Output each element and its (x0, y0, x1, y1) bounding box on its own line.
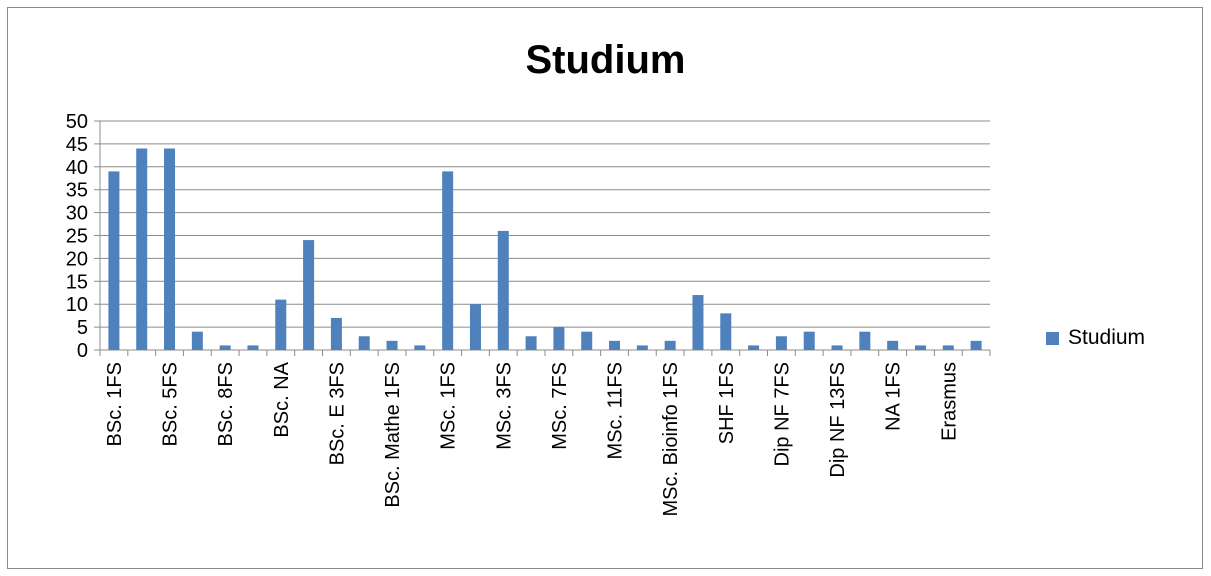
y-tick-label: 25 (66, 226, 88, 248)
bar (386, 340, 398, 350)
x-tick-label: MSc. 3FS (493, 362, 515, 450)
y-tick-label: 5 (77, 317, 88, 339)
bar (609, 340, 621, 350)
x-tick-label: BSc. 5FS (160, 362, 182, 446)
x-tick-label: BSc. NA (271, 361, 293, 437)
bar (970, 340, 982, 350)
x-tick-label: NA 1FS (883, 362, 905, 431)
x-tick-label: MSc. 1FS (438, 362, 460, 450)
bar (108, 171, 120, 350)
bar (136, 148, 148, 350)
y-tick-label: 30 (66, 203, 88, 225)
y-tick-label: 45 (66, 134, 88, 156)
bar (358, 336, 370, 350)
bar (525, 336, 537, 350)
bar (859, 331, 871, 350)
bar (330, 317, 342, 350)
x-tick-label: BSc. 1FS (104, 362, 126, 446)
x-tick-label: BSc. 8FS (215, 362, 237, 446)
y-tick-label: 50 (66, 111, 88, 133)
y-tick-label: 40 (66, 157, 88, 179)
bar (664, 340, 676, 350)
bar (442, 171, 454, 350)
y-tick-label: 0 (77, 340, 88, 362)
x-tick-label: Dip NF 7FS (771, 362, 793, 466)
chart-title: Studium (525, 38, 686, 82)
x-tick-label: Dip NF 13FS (827, 362, 849, 478)
legend-label: Studium (1068, 326, 1146, 349)
y-tick-label: 35 (66, 180, 88, 202)
x-tick-label: MSc. Bioinfo 1FS (660, 362, 682, 517)
chart-frame (7, 7, 1203, 569)
bar (275, 299, 287, 350)
bar (831, 345, 843, 350)
bar (303, 240, 315, 350)
y-tick-label: 15 (66, 271, 88, 293)
bar (720, 313, 732, 350)
x-tick-label: BSc. E 3FS (326, 362, 348, 465)
bar (914, 345, 926, 350)
x-tick-label: SHF 1FS (716, 362, 738, 444)
bar (775, 336, 787, 350)
bar (636, 345, 648, 350)
bar (581, 331, 593, 350)
bar (191, 331, 203, 350)
legend-swatch (1046, 331, 1059, 345)
y-tick-label: 20 (66, 248, 88, 270)
x-tick-label: MSc. 7FS (549, 362, 571, 450)
x-tick-label: MSc. 11FS (605, 362, 627, 459)
bar (469, 304, 481, 350)
bar (748, 345, 760, 350)
bar (497, 230, 509, 350)
x-tick-label: BSc. Mathe 1FS (382, 362, 404, 508)
bar (803, 331, 815, 350)
bar (219, 345, 231, 350)
bar (553, 327, 565, 350)
bar (692, 295, 704, 350)
bar (942, 345, 954, 350)
bar (247, 345, 259, 350)
legend: Studium (1046, 326, 1145, 350)
y-tick-label: 10 (66, 294, 88, 316)
x-tick-label: Erasmus (938, 362, 960, 441)
bar (887, 340, 899, 350)
bar (414, 345, 426, 350)
bar (164, 148, 176, 350)
